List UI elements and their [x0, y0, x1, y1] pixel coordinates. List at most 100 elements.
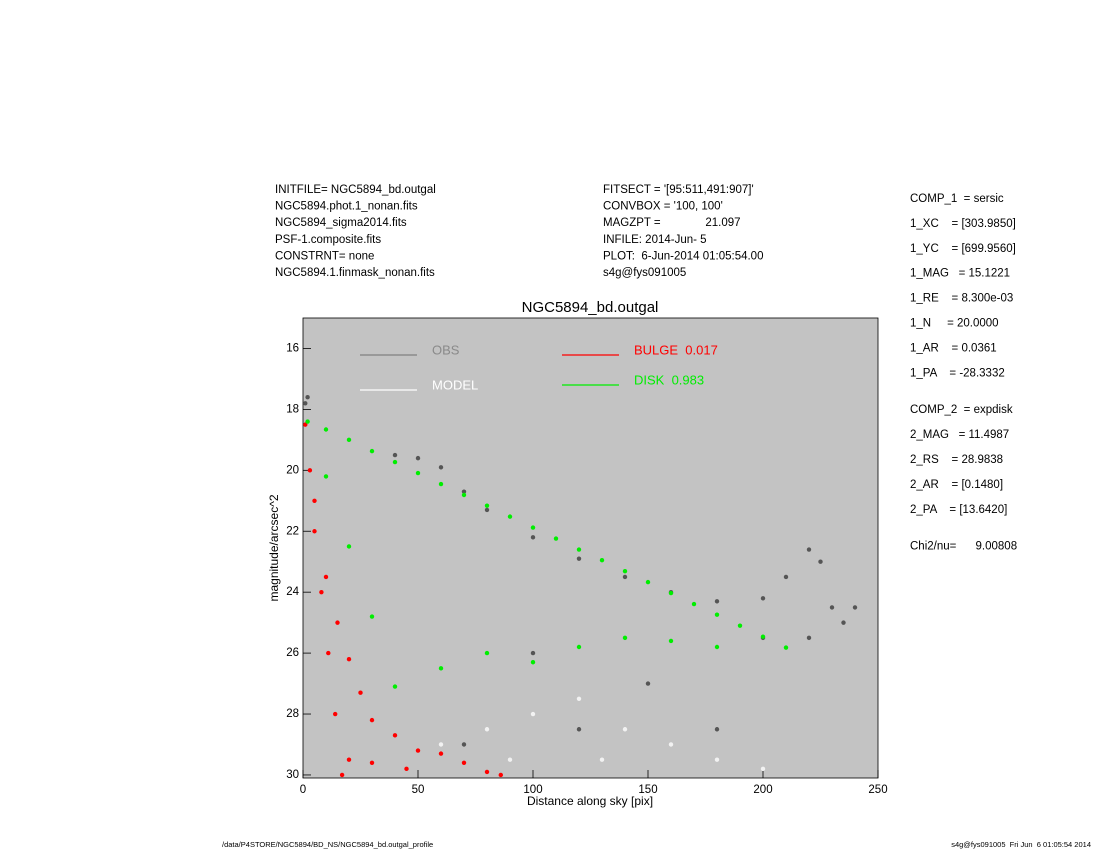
point — [818, 559, 823, 564]
point — [305, 419, 310, 424]
y-tick-label: 24 — [286, 586, 299, 598]
point — [668, 742, 674, 747]
header-line: CONSTRNT= none — [275, 250, 374, 262]
point — [737, 623, 743, 628]
y-tick-label: 30 — [286, 769, 299, 781]
point — [312, 498, 317, 503]
point — [461, 489, 467, 494]
point — [461, 492, 467, 498]
point — [305, 395, 310, 400]
point — [346, 544, 352, 549]
x-tick-label: 250 — [868, 784, 887, 796]
point — [461, 760, 467, 765]
point — [323, 574, 329, 580]
point — [806, 635, 812, 641]
legend-label: DISK 0.983 — [634, 372, 704, 387]
param-line: 1_YC = [699.9560] — [910, 243, 1016, 255]
point — [369, 760, 375, 765]
point — [335, 620, 340, 625]
point — [806, 547, 812, 552]
param-line: 1_N = 20.0000 — [910, 318, 999, 330]
point — [668, 590, 674, 596]
x-tick-label: 200 — [753, 784, 772, 796]
legend-label: BULGE 0.017 — [634, 342, 718, 357]
header-line: NGC5894_sigma2014.fits — [275, 217, 407, 229]
point — [714, 599, 720, 604]
point — [829, 605, 835, 610]
chart-title: NGC5894_bd.outgal — [522, 299, 659, 316]
point — [484, 769, 490, 775]
point — [339, 772, 345, 778]
point — [783, 645, 789, 650]
param-line: 1_AR = 0.0361 — [910, 342, 997, 354]
point — [346, 757, 352, 762]
y-tick-label: 28 — [286, 708, 299, 720]
point — [841, 620, 846, 625]
point — [714, 612, 720, 617]
point — [303, 401, 308, 406]
header-line: FITSECT = '[95:511,491:907]' — [603, 184, 754, 196]
point — [438, 481, 444, 487]
param-line: Chi2/nu= 9.00808 — [910, 541, 1017, 553]
param-line: 1_RE = 8.300e-03 — [910, 293, 1013, 305]
header-line: MAGZPT = 21.097 — [603, 217, 741, 229]
point — [691, 601, 697, 607]
y-tick-label: 22 — [286, 525, 299, 537]
point — [852, 605, 858, 610]
x-tick-label: 0 — [300, 784, 306, 796]
point — [507, 514, 513, 519]
point — [404, 766, 409, 772]
point — [392, 452, 398, 458]
y-tick-label: 18 — [286, 403, 299, 415]
point — [415, 455, 421, 461]
point — [622, 635, 628, 641]
point — [333, 711, 338, 717]
x-axis-label: Distance along sky [pix] — [527, 794, 653, 808]
point — [392, 733, 398, 738]
point — [760, 766, 766, 772]
point — [530, 525, 536, 530]
header-line: NGC5894.phot.1_nonan.fits — [275, 201, 418, 213]
param-line: COMP_2 = expdisk — [910, 404, 1013, 416]
point — [714, 727, 720, 732]
point — [438, 751, 444, 756]
point — [392, 684, 398, 689]
y-tick-label: 26 — [286, 647, 299, 659]
point — [576, 696, 582, 701]
point — [507, 757, 513, 762]
legend-label: OBS — [432, 342, 460, 357]
header-line: PSF-1.composite.fits — [275, 234, 381, 246]
point — [438, 465, 444, 470]
y-tick-label: 20 — [286, 464, 299, 476]
point — [369, 614, 375, 619]
point — [668, 638, 674, 644]
point — [530, 650, 536, 656]
x-tick-label: 100 — [523, 784, 542, 796]
param-line: 1_MAG = 15.1221 — [910, 268, 1010, 280]
point — [576, 644, 582, 650]
point — [319, 589, 324, 595]
point — [530, 711, 536, 717]
point — [645, 579, 651, 585]
point — [438, 666, 444, 671]
point — [303, 422, 308, 427]
point — [326, 650, 331, 656]
point — [576, 547, 582, 552]
y-axis-label: magnitude/arcsec^2 — [267, 494, 281, 601]
point — [783, 574, 789, 580]
point — [415, 748, 421, 753]
param-line: 2_RS = 28.9838 — [910, 454, 1003, 466]
point — [498, 772, 503, 778]
point — [369, 717, 375, 723]
header-line: PLOT: 6-Jun-2014 01:05:54.00 — [603, 250, 763, 262]
param-line: COMP_1 = sersic — [910, 193, 1004, 205]
point — [714, 644, 720, 650]
point — [760, 634, 766, 639]
point — [323, 474, 329, 479]
param-line: 2_MAG = 11.4987 — [910, 429, 1009, 441]
header-line: INFILE: 2014-Jun- 5 — [603, 234, 707, 246]
footer-path: /data/P4STORE/NGC5894/BD_NS/NGC5894_bd.o… — [222, 840, 433, 849]
point — [323, 427, 329, 432]
param-line: 2_PA = [13.6420] — [910, 504, 1007, 516]
